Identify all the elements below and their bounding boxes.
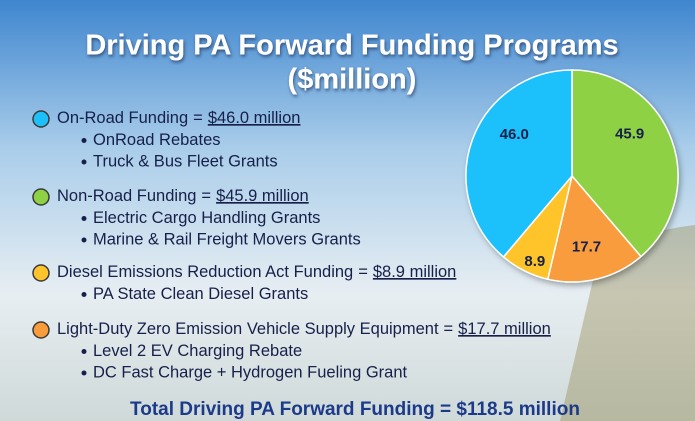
list-item: Level 2 EV Charging Rebate [93, 342, 302, 360]
equals: = [193, 109, 203, 127]
bullet [81, 370, 87, 376]
pie-slice [546, 174, 642, 283]
legend-entry: Diesel Emissions Reduction Act Funding = $… [57, 263, 456, 281]
bullet [81, 349, 87, 354]
list-item: OnRoad Rebates [93, 131, 221, 149]
bullet [81, 159, 87, 165]
legend-label: Non-Road Funding [57, 187, 196, 205]
bullet [81, 237, 87, 243]
list-item: Truck & Bus Fleet Grants [93, 152, 278, 170]
chart-title: Driving PA Forward Funding Programs [85, 30, 618, 62]
legend-marker [32, 264, 50, 282]
pie [465, 69, 679, 283]
amount: $45.9 million [216, 187, 309, 205]
legend-label: On-Road Funding [57, 109, 188, 127]
pie-slice [465, 69, 573, 258]
legend-marker [32, 110, 50, 128]
amount: $46.0 million [208, 109, 301, 127]
equals: = [201, 187, 211, 205]
legend-entry: Non-Road Funding = $45.9 million [57, 187, 309, 205]
slice-label: 46.0 [500, 126, 529, 143]
list-item: Electric Cargo Handling Grants [93, 209, 320, 227]
trees [560, 225, 695, 421]
equals: = [358, 263, 368, 281]
amount: $8.9 million [373, 263, 456, 281]
bullet [81, 216, 87, 221]
legend-marker [32, 321, 50, 339]
slice-label: 17.7 [572, 239, 601, 256]
legend-marker [32, 188, 50, 206]
pie-slice [571, 69, 679, 258]
amount: $17.7 million [458, 320, 551, 338]
legend-label: Light-Duty Zero Emission Vehicle Supply … [57, 320, 439, 338]
legend-label: Diesel Emissions Reduction Act Funding [57, 263, 353, 281]
bullet [81, 138, 87, 143]
list-item: DC Fast Charge + Hydrogen Fueling Grant [93, 363, 408, 381]
slice-label: 45.9 [615, 126, 644, 143]
list-item: Marine & Rail Freight Movers Grants [93, 230, 361, 248]
slice-label: 8.9 [524, 253, 545, 270]
bullet [81, 292, 87, 297]
chart-subtitle: ($million) [288, 64, 417, 96]
list-item: PA State Clean Diesel Grants [93, 285, 308, 303]
total: Total Driving PA Forward Funding = $118.… [130, 399, 580, 420]
legend-entry: On-Road Funding = $46.0 million [57, 109, 300, 127]
legend-entry: Light-Duty Zero Emission Vehicle Supply … [57, 320, 551, 338]
equals: = [444, 320, 454, 338]
